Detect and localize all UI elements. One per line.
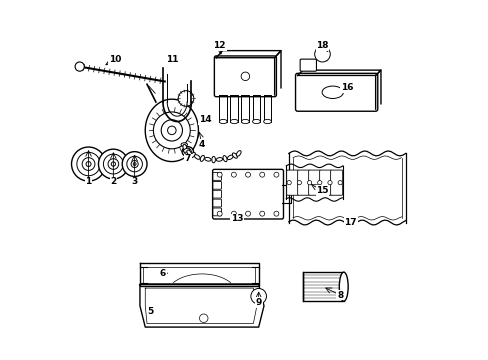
Ellipse shape <box>183 148 189 152</box>
Circle shape <box>297 180 301 185</box>
Circle shape <box>111 162 115 166</box>
Text: 4: 4 <box>199 140 205 149</box>
FancyBboxPatch shape <box>214 56 276 97</box>
Circle shape <box>286 180 291 185</box>
Circle shape <box>75 62 84 71</box>
Circle shape <box>71 147 105 181</box>
Circle shape <box>337 180 342 185</box>
Ellipse shape <box>232 153 237 158</box>
Text: 8: 8 <box>336 291 343 300</box>
Text: 17: 17 <box>344 218 356 227</box>
Ellipse shape <box>219 120 226 123</box>
Ellipse shape <box>204 157 211 161</box>
Text: 10: 10 <box>109 55 121 64</box>
Circle shape <box>133 163 136 166</box>
Circle shape <box>126 156 142 172</box>
Circle shape <box>153 112 190 149</box>
Circle shape <box>131 161 138 168</box>
Circle shape <box>273 172 278 177</box>
Ellipse shape <box>339 272 347 301</box>
FancyBboxPatch shape <box>286 170 298 195</box>
Text: 11: 11 <box>165 55 178 64</box>
FancyBboxPatch shape <box>212 208 221 216</box>
Ellipse shape <box>194 155 200 159</box>
Ellipse shape <box>223 156 226 162</box>
Ellipse shape <box>181 143 187 146</box>
Ellipse shape <box>186 150 191 156</box>
FancyBboxPatch shape <box>212 172 221 180</box>
Circle shape <box>307 180 311 185</box>
FancyBboxPatch shape <box>300 59 316 71</box>
Circle shape <box>231 172 236 177</box>
FancyBboxPatch shape <box>212 199 221 207</box>
FancyBboxPatch shape <box>308 170 320 195</box>
FancyBboxPatch shape <box>212 190 221 198</box>
Circle shape <box>273 211 278 216</box>
Circle shape <box>82 158 95 170</box>
Circle shape <box>318 50 325 58</box>
Ellipse shape <box>184 149 191 155</box>
FancyBboxPatch shape <box>212 181 221 189</box>
FancyBboxPatch shape <box>303 272 343 301</box>
Text: 2: 2 <box>110 177 116 186</box>
FancyBboxPatch shape <box>295 73 377 111</box>
Ellipse shape <box>230 120 238 123</box>
Circle shape <box>161 120 182 141</box>
FancyBboxPatch shape <box>330 170 342 195</box>
Circle shape <box>259 172 264 177</box>
Ellipse shape <box>182 147 193 157</box>
Text: 12: 12 <box>213 41 225 50</box>
Text: 7: 7 <box>184 154 191 163</box>
Text: 18: 18 <box>316 41 328 50</box>
FancyBboxPatch shape <box>212 169 283 219</box>
Circle shape <box>255 293 262 300</box>
Circle shape <box>199 314 207 323</box>
Circle shape <box>327 180 331 185</box>
Circle shape <box>86 162 91 167</box>
Text: 16: 16 <box>340 84 353 93</box>
Circle shape <box>77 152 100 176</box>
Ellipse shape <box>183 144 186 150</box>
Circle shape <box>245 211 250 216</box>
Ellipse shape <box>200 156 204 161</box>
FancyBboxPatch shape <box>319 170 331 195</box>
Circle shape <box>167 126 176 135</box>
Ellipse shape <box>211 157 215 163</box>
Circle shape <box>103 154 123 174</box>
Ellipse shape <box>227 155 233 159</box>
Circle shape <box>259 211 264 216</box>
Circle shape <box>245 172 250 177</box>
Circle shape <box>314 46 329 62</box>
Ellipse shape <box>252 120 260 123</box>
Text: 15: 15 <box>316 186 328 195</box>
Circle shape <box>217 211 222 216</box>
Circle shape <box>241 72 249 81</box>
Text: 5: 5 <box>147 307 153 316</box>
Circle shape <box>98 149 128 179</box>
Text: 13: 13 <box>231 215 243 224</box>
Text: 3: 3 <box>131 177 138 186</box>
Circle shape <box>178 91 193 106</box>
Circle shape <box>317 180 321 185</box>
FancyBboxPatch shape <box>297 170 309 195</box>
Circle shape <box>122 152 147 176</box>
Circle shape <box>231 211 236 216</box>
Text: 9: 9 <box>255 298 262 307</box>
Ellipse shape <box>216 158 222 161</box>
Circle shape <box>108 159 119 169</box>
Ellipse shape <box>190 153 195 158</box>
Ellipse shape <box>241 120 249 123</box>
Text: 14: 14 <box>199 115 211 124</box>
Text: 1: 1 <box>85 177 91 186</box>
Ellipse shape <box>322 86 343 99</box>
Text: 6: 6 <box>160 269 166 278</box>
Ellipse shape <box>263 120 271 123</box>
Polygon shape <box>145 99 198 162</box>
Circle shape <box>250 288 266 304</box>
Ellipse shape <box>236 150 241 156</box>
Circle shape <box>217 172 222 177</box>
